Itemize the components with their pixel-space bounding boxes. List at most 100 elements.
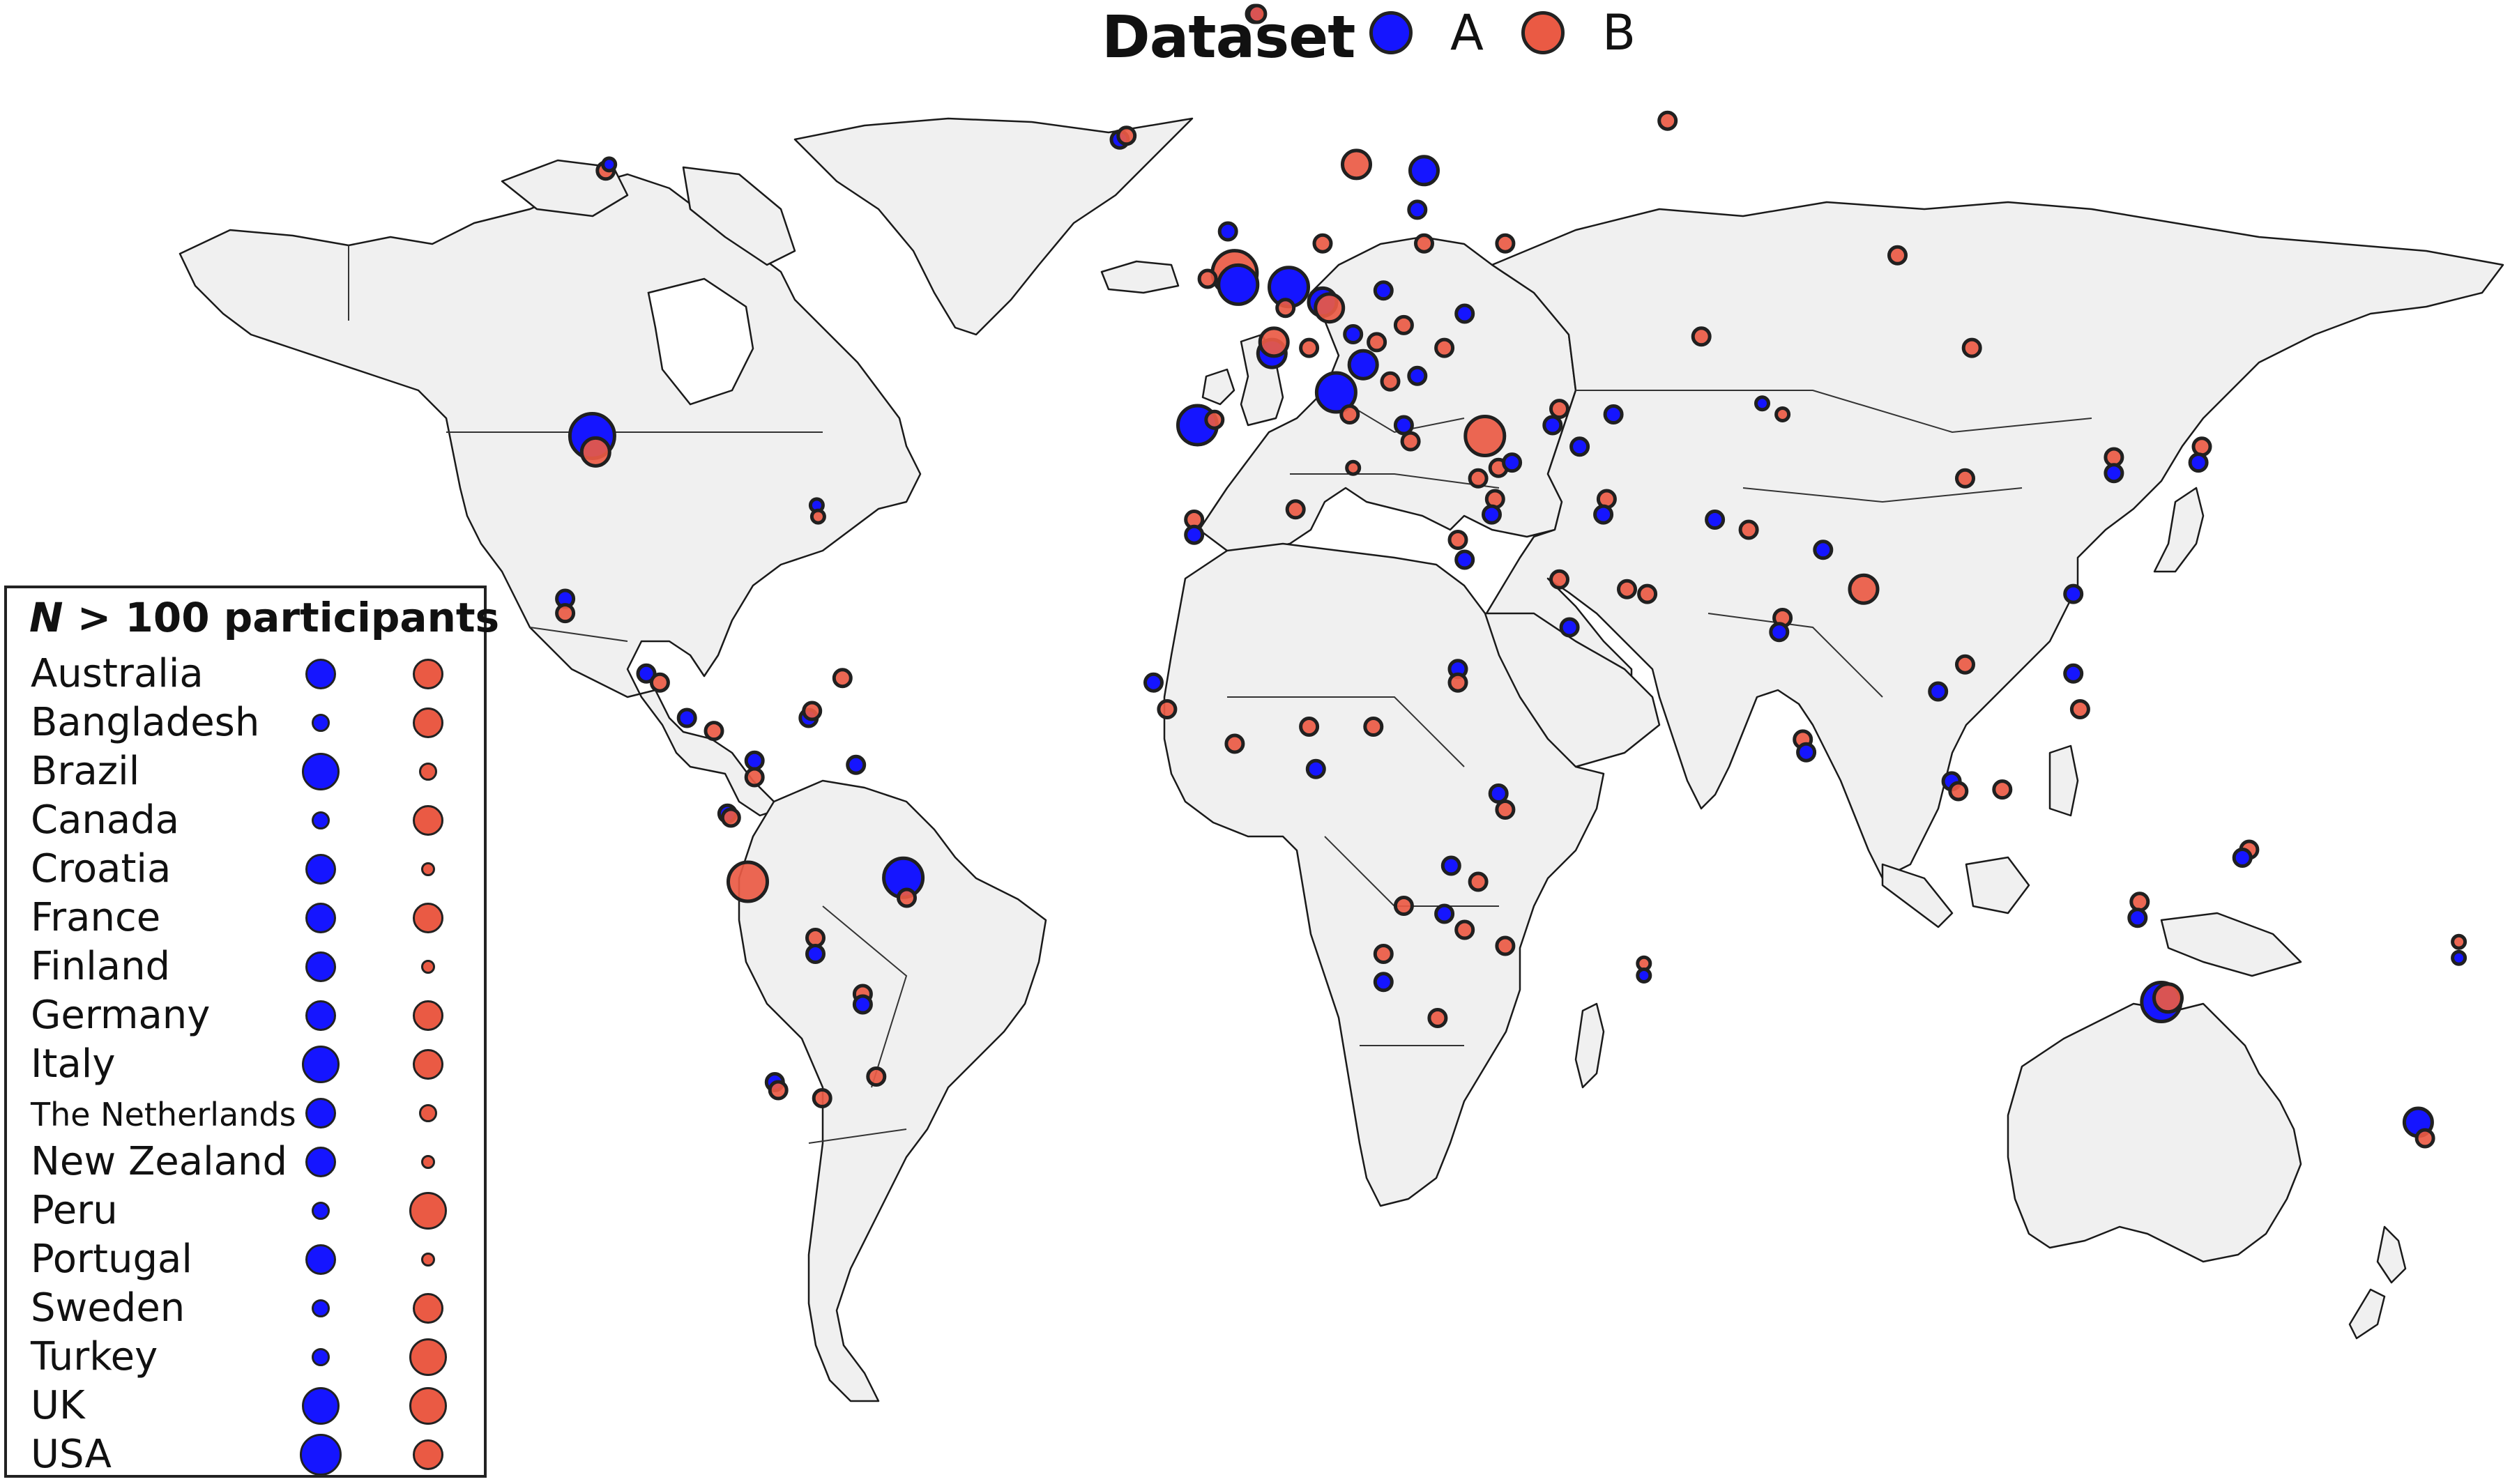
legend-row: Portugal bbox=[7, 1235, 484, 1284]
map-point-b bbox=[1454, 919, 1475, 940]
new-zealand-south bbox=[2348, 1288, 2386, 1340]
sa-border-1 bbox=[822, 905, 908, 1088]
map-point-a bbox=[1347, 349, 1379, 381]
map-point-a bbox=[1502, 452, 1523, 473]
map-point-b bbox=[1414, 233, 1434, 254]
map-point-a bbox=[1407, 199, 1428, 220]
us-mexico-border bbox=[529, 627, 628, 642]
map-point-a bbox=[2063, 583, 2084, 604]
legend-row: Australia bbox=[7, 650, 484, 698]
map-point-a bbox=[1928, 681, 1949, 702]
map-point-b bbox=[1393, 314, 1414, 335]
map-point-a bbox=[1143, 672, 1164, 693]
map-point-a bbox=[1559, 617, 1580, 638]
map-point-b bbox=[1549, 569, 1569, 590]
map-point-b bbox=[1617, 579, 1637, 599]
legend-circle-a bbox=[305, 1147, 336, 1177]
legend-row: Peru bbox=[7, 1186, 484, 1235]
map-point-a bbox=[1373, 972, 1394, 993]
map-point-b bbox=[1339, 404, 1360, 424]
legend-circle-a bbox=[305, 1000, 336, 1031]
legend-circle-b bbox=[421, 1253, 435, 1267]
legend-circle-b bbox=[421, 862, 435, 876]
legend-country-label: Turkey bbox=[31, 1334, 158, 1379]
borneo bbox=[1965, 856, 2030, 915]
map-point-b bbox=[1314, 292, 1346, 324]
map-point-b bbox=[1468, 871, 1489, 892]
map-point-a bbox=[2188, 452, 2209, 473]
map-point-b bbox=[744, 767, 765, 788]
map-point-a bbox=[601, 156, 618, 173]
map-point-b bbox=[1299, 717, 1320, 737]
map-point-b bbox=[2152, 982, 2184, 1014]
map-point-a bbox=[1488, 783, 1509, 804]
map-point-b bbox=[1447, 530, 1468, 550]
map-point-b bbox=[2129, 892, 2150, 912]
map-point-b bbox=[809, 508, 826, 525]
map-point-a bbox=[1314, 371, 1357, 414]
legend-label-a: A bbox=[1450, 4, 1484, 61]
map-point-a bbox=[2104, 463, 2124, 484]
map-point-b bbox=[802, 701, 823, 721]
map-point-b bbox=[805, 928, 826, 948]
map-point-b bbox=[1955, 654, 1975, 675]
map-point-a bbox=[1305, 758, 1326, 779]
south-asia-border bbox=[1707, 613, 1883, 698]
map-point-a bbox=[1796, 742, 1817, 763]
map-point-a bbox=[1636, 967, 1652, 984]
map-point-b bbox=[1657, 110, 1678, 131]
japan bbox=[2153, 487, 2205, 573]
map-point-a bbox=[1482, 504, 1502, 525]
map-point-b bbox=[1848, 573, 1880, 605]
map-point-b bbox=[1691, 326, 1712, 347]
baffin-island bbox=[682, 166, 796, 266]
map-point-a bbox=[1705, 510, 1726, 530]
legend-circle-a bbox=[305, 903, 336, 933]
map-point-b bbox=[1549, 399, 1569, 420]
map-point-b bbox=[703, 721, 724, 742]
map-point-b bbox=[1495, 800, 1516, 820]
legend-country-label: Peru bbox=[31, 1188, 118, 1233]
legend-row: Germany bbox=[7, 991, 484, 1040]
legend-row: The Netherlands bbox=[7, 1089, 484, 1138]
map-point-b bbox=[1427, 1008, 1448, 1028]
map-point-b bbox=[1345, 459, 1362, 476]
russia-border bbox=[1576, 390, 2092, 434]
africa-border-1 bbox=[1227, 696, 1465, 767]
map-point-a bbox=[2451, 949, 2467, 966]
map-point-b bbox=[1224, 733, 1245, 754]
asia bbox=[1477, 201, 2504, 880]
map-point-a bbox=[2063, 663, 2084, 684]
legend-circle-a bbox=[300, 1434, 342, 1476]
legend-circle-a bbox=[305, 951, 336, 982]
map-point-a bbox=[1373, 280, 1394, 301]
legend-circle-a bbox=[302, 1387, 340, 1425]
legend-row: UK bbox=[7, 1382, 484, 1430]
legend-circle-b bbox=[421, 1155, 435, 1169]
legend-country-label: UK bbox=[31, 1383, 85, 1428]
legend-row: Brazil bbox=[7, 747, 484, 796]
map-point-a bbox=[1593, 504, 1614, 525]
map-point-b bbox=[2414, 1128, 2435, 1149]
sumatra bbox=[1881, 863, 1954, 928]
legend-row: USA bbox=[7, 1430, 484, 1479]
iceland bbox=[1100, 260, 1180, 294]
map-point-b bbox=[727, 860, 769, 903]
map-point-b bbox=[1367, 332, 1387, 353]
title-rest: > 100 participants bbox=[63, 594, 500, 641]
legend-country-label: Canada bbox=[31, 797, 180, 843]
map-point-a bbox=[1408, 155, 1440, 187]
map-point-b bbox=[1495, 233, 1516, 254]
central-asia-border bbox=[1742, 487, 2023, 503]
legend-row: Sweden bbox=[7, 1284, 484, 1333]
title-n-symbol: N bbox=[29, 594, 63, 641]
map-point-a bbox=[805, 944, 826, 964]
map-point-b bbox=[1275, 298, 1296, 319]
legend-circle-a bbox=[302, 1046, 340, 1083]
map-point-a bbox=[1813, 540, 1834, 560]
legend-row: Bangladesh bbox=[7, 698, 484, 747]
legend-circle-a bbox=[312, 714, 330, 732]
legend-circle-a bbox=[312, 1202, 330, 1220]
legend-circle-b bbox=[409, 1338, 447, 1376]
